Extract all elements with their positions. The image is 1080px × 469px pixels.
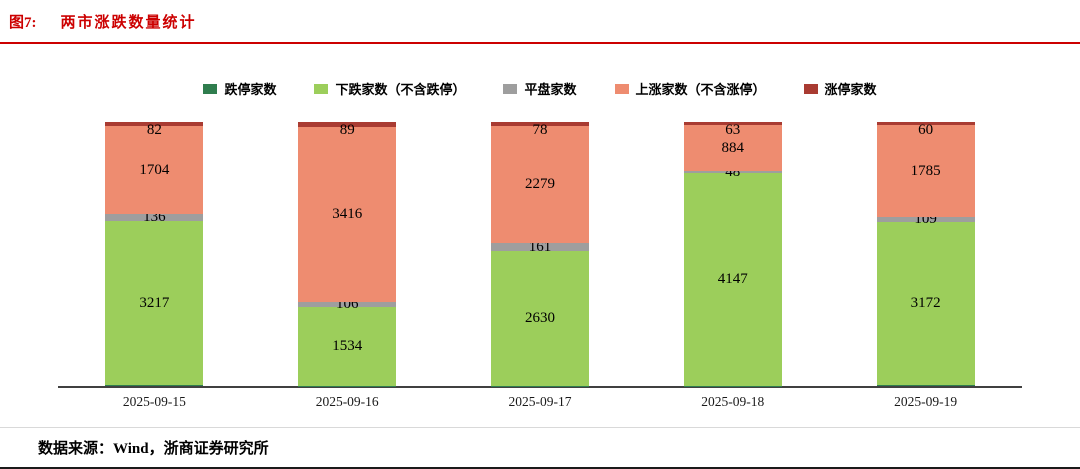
bars: 1332171361704827153410634168942630161227… (58, 122, 1022, 386)
stacked-bar: 71534106341689 (298, 122, 396, 386)
legend-item: 平盘家数 (503, 79, 576, 98)
bar-value-label: 2630 (525, 310, 555, 326)
stacked-bar: 1041474888463 (684, 122, 782, 386)
x-axis-label: 2025-09-17 (444, 394, 637, 410)
stacked-bar: 273172109178560 (877, 122, 975, 386)
legend-item: 跌停家数 (203, 79, 276, 98)
legend-item: 下跌家数（不含跌停） (314, 79, 465, 98)
figure-title: 两市涨跌数量统计 (61, 11, 197, 32)
legend-label: 跌停家数 (224, 79, 276, 98)
bar-value-label: 78 (532, 122, 547, 138)
legend-label: 涨停家数 (825, 79, 877, 98)
figure-header: 图7: 两市涨跌数量统计 (0, 0, 1080, 44)
bar-slot: 133217136170482 (58, 122, 251, 386)
legend-label: 上涨家数（不含涨停） (636, 79, 766, 98)
chart-legend: 跌停家数 下跌家数（不含跌停） 平盘家数 上涨家数（不含涨停） 涨停家数 (58, 79, 1022, 98)
bar-value-label: 1785 (911, 163, 941, 179)
footer: 数据来源：Wind，浙商证券研究所 (0, 428, 1080, 469)
x-axis-label: 2025-09-18 (636, 394, 829, 410)
x-axis-label: 2025-09-15 (58, 394, 251, 410)
bar-value-label: 884 (722, 140, 745, 156)
bar-value-label: 1704 (139, 162, 169, 178)
x-axis-label: 2025-09-16 (251, 394, 444, 410)
figure-number: 图7: (9, 11, 37, 32)
legend-swatch-icon (804, 84, 818, 94)
plot-area: 1332171361704827153410634168942630161227… (58, 122, 1022, 388)
legend-swatch-icon (203, 84, 217, 94)
bar-value-label: 82 (147, 122, 162, 138)
bar-slot: 71534106341689 (251, 122, 444, 386)
bar-value-label: 3217 (139, 295, 169, 311)
legend-label: 下跌家数（不含跌停） (335, 79, 465, 98)
bar-value-label: 4147 (718, 271, 748, 287)
legend-swatch-icon (615, 84, 629, 94)
legend-swatch-icon (314, 84, 328, 94)
bar-value-label: 1534 (332, 338, 362, 354)
legend-item: 上涨家数（不含涨停） (615, 79, 766, 98)
legend-label: 平盘家数 (524, 79, 576, 98)
bar-value-label: 3172 (911, 295, 941, 311)
bar-slot: 42630161227978 (444, 122, 637, 386)
bar-slot: 273172109178560 (829, 122, 1022, 386)
bar-value-label: 2279 (525, 176, 555, 192)
bar-value-label: 89 (340, 122, 355, 138)
stacked-bar: 133217136170482 (105, 122, 203, 386)
data-source: 数据来源：Wind，浙商证券研究所 (38, 437, 269, 458)
bar-value-label: 63 (725, 122, 740, 138)
bar-slot: 1041474888463 (636, 122, 829, 386)
legend-item: 涨停家数 (804, 79, 877, 98)
bar-value-label: 3416 (332, 206, 362, 222)
bar-value-label: 60 (918, 122, 933, 138)
stacked-bar: 42630161227978 (491, 122, 589, 386)
legend-swatch-icon (503, 84, 517, 94)
x-axis-label: 2025-09-19 (829, 394, 1022, 410)
